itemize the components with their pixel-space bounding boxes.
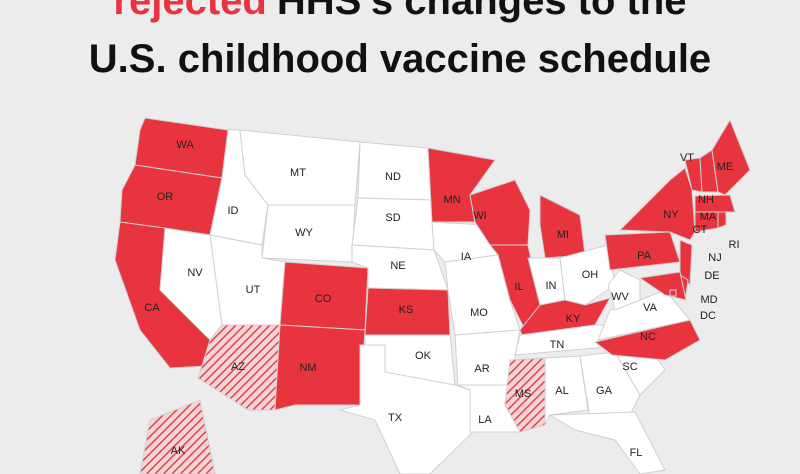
state-label: MD (700, 294, 717, 306)
state-label: PA (637, 250, 652, 262)
state (139, 399, 216, 474)
state (717, 211, 727, 229)
state (338, 344, 476, 474)
state (539, 194, 586, 259)
state-label: MT (290, 167, 306, 179)
state-label: NH (698, 194, 714, 206)
state-label: CT (693, 224, 708, 236)
state-label: MS (515, 388, 532, 400)
state-label: AL (555, 385, 568, 397)
state-label: UT (246, 284, 261, 296)
state-label: ND (385, 171, 401, 183)
state (679, 239, 693, 287)
state-label: NV (187, 267, 203, 279)
title-line-2: U.S. childhood vaccine schedule (89, 37, 711, 81)
state-label: MN (443, 194, 460, 206)
state-label: MI (557, 229, 569, 241)
state-label: NY (663, 209, 679, 221)
state-label: VT (680, 152, 694, 164)
state-label: WA (176, 139, 194, 151)
state-label: FL (630, 447, 643, 459)
state-label: IA (461, 251, 472, 263)
state-label: NM (299, 362, 316, 374)
state (607, 269, 641, 311)
state-label: OH (582, 269, 599, 281)
state (544, 355, 589, 426)
state-label: TN (550, 339, 565, 351)
state-label: WV (611, 291, 629, 303)
state-label: IL (514, 281, 523, 293)
state (559, 244, 616, 306)
states (114, 117, 751, 474)
state-label: KS (399, 304, 414, 316)
state-label: MA (700, 211, 717, 223)
state-label: TX (388, 412, 403, 424)
state-label: ID (228, 205, 239, 217)
state-label: GA (596, 385, 613, 397)
state-label: NC (640, 331, 656, 343)
state-label: MO (470, 307, 488, 319)
state-label: RI (729, 239, 740, 251)
title-highlight: rejected (113, 0, 266, 23)
state-label: IN (546, 280, 557, 292)
state-label: WI (473, 210, 486, 222)
state (548, 411, 666, 474)
state-label: DE (704, 270, 719, 282)
state-label: AK (171, 445, 186, 457)
state-label: AR (474, 363, 489, 375)
state-label: WY (295, 227, 313, 239)
state-label: LA (478, 414, 492, 426)
state-label: KY (566, 313, 581, 325)
title-rest: HHS’s changes to the (277, 0, 687, 23)
state-label: OR (157, 191, 174, 203)
state-label: AZ (231, 361, 245, 373)
state (711, 118, 751, 196)
state-label: CO (315, 293, 332, 305)
state-label: DC (700, 310, 716, 322)
state-label: VA (643, 302, 658, 314)
state-label: CA (144, 302, 160, 314)
state-label: ME (717, 161, 734, 173)
state (274, 324, 366, 411)
state-label: NJ (708, 252, 721, 264)
state-label: SC (622, 361, 637, 373)
state (618, 167, 696, 241)
state-label: NE (390, 260, 405, 272)
state (694, 194, 736, 213)
state (351, 197, 435, 251)
labels: WA OR CA ID NV MT WY UT AZ CO NM ND SD NE KS OK TX MN IA MO… (144, 139, 739, 459)
state-label: OK (415, 350, 432, 362)
title-line-1: rejected HHS’s changes to the (113, 0, 686, 23)
state-label: SD (385, 212, 400, 224)
state (504, 357, 546, 433)
state (669, 289, 677, 297)
